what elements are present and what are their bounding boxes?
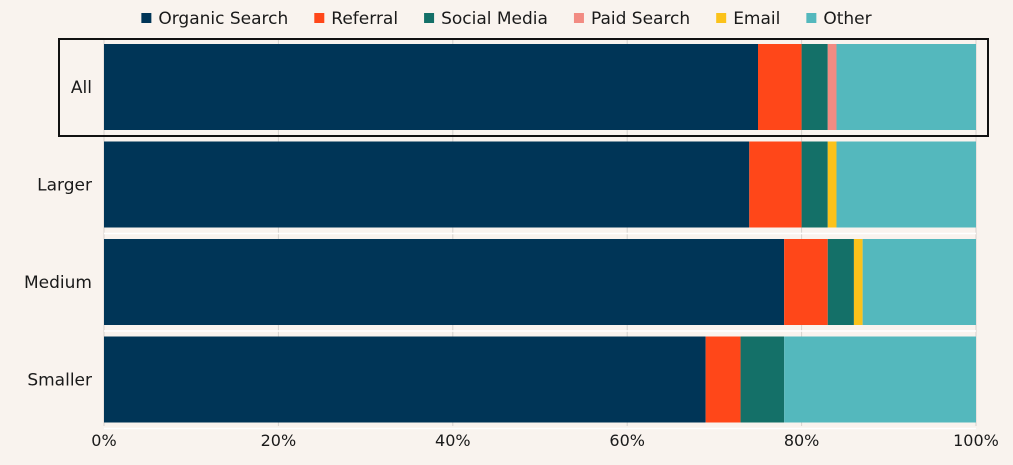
highlight-box-all [58, 38, 989, 137]
bar-all-social-media [801, 44, 828, 130]
legend-label: Paid Search [591, 9, 690, 29]
bar-medium-referral [784, 239, 828, 325]
legend: Organic Search Referral Social Media Paid S… [141, 9, 872, 29]
legend-item-social-media: Social Media [424, 9, 548, 29]
x-tick-label: 100% [953, 431, 999, 450]
bar-medium-email [853, 239, 863, 325]
bar-larger-referral [749, 141, 802, 228]
bar-smaller-other [784, 336, 976, 423]
x-tick-label: 40% [435, 431, 471, 450]
legend-swatch [716, 13, 727, 23]
legend-label: Organic Search [158, 9, 288, 29]
bar-larger-organic-search [104, 141, 750, 228]
bar-all-paid-search [827, 44, 837, 130]
category-label-smaller: Smaller [27, 371, 92, 391]
legend-swatch [314, 13, 325, 23]
x-tick-label: 20% [261, 431, 297, 450]
legend-item-organic-search: Organic Search [141, 9, 288, 29]
bar-smaller-referral [705, 336, 741, 423]
legend-swatch [573, 13, 584, 23]
bar-medium-organic-search [104, 239, 785, 325]
category-label-all: All [71, 78, 92, 98]
legend-label: Social Media [441, 9, 548, 29]
bar-larger-other [836, 141, 976, 228]
bars [104, 44, 976, 423]
bar-medium-other [862, 239, 976, 325]
category-labels: All Larger Medium Smaller [24, 78, 92, 391]
x-tick-label: 60% [609, 431, 645, 450]
legend-swatch [141, 13, 152, 23]
bar-all-organic-search [104, 44, 758, 130]
legend-item-paid-search: Paid Search [573, 9, 690, 29]
bar-medium-social-media [827, 239, 854, 325]
bar-all-other [836, 44, 976, 130]
x-tick-label: 80% [784, 431, 820, 450]
category-label-medium: Medium [24, 273, 92, 293]
legend-swatch [424, 13, 435, 23]
legend-item-referral: Referral [314, 9, 398, 29]
legend-item-other: Other [806, 9, 872, 29]
bar-smaller-social-media [740, 336, 785, 423]
highlight-box [58, 38, 989, 137]
legend-label: Other [823, 9, 871, 29]
x-axis-ticks: 0% 20% 40% 60% 80% 100% [91, 431, 999, 450]
bar-smaller-organic-search [104, 336, 706, 423]
bar-larger-social-media [801, 141, 828, 228]
x-tick-label: 0% [91, 431, 116, 450]
bar-all-referral [758, 44, 802, 130]
category-label-larger: Larger [37, 176, 92, 196]
legend-label: Email [733, 9, 780, 29]
legend-swatch [806, 13, 817, 23]
legend-label: Referral [331, 9, 398, 29]
legend-item-email: Email [716, 9, 780, 29]
bar-larger-email [827, 141, 837, 228]
